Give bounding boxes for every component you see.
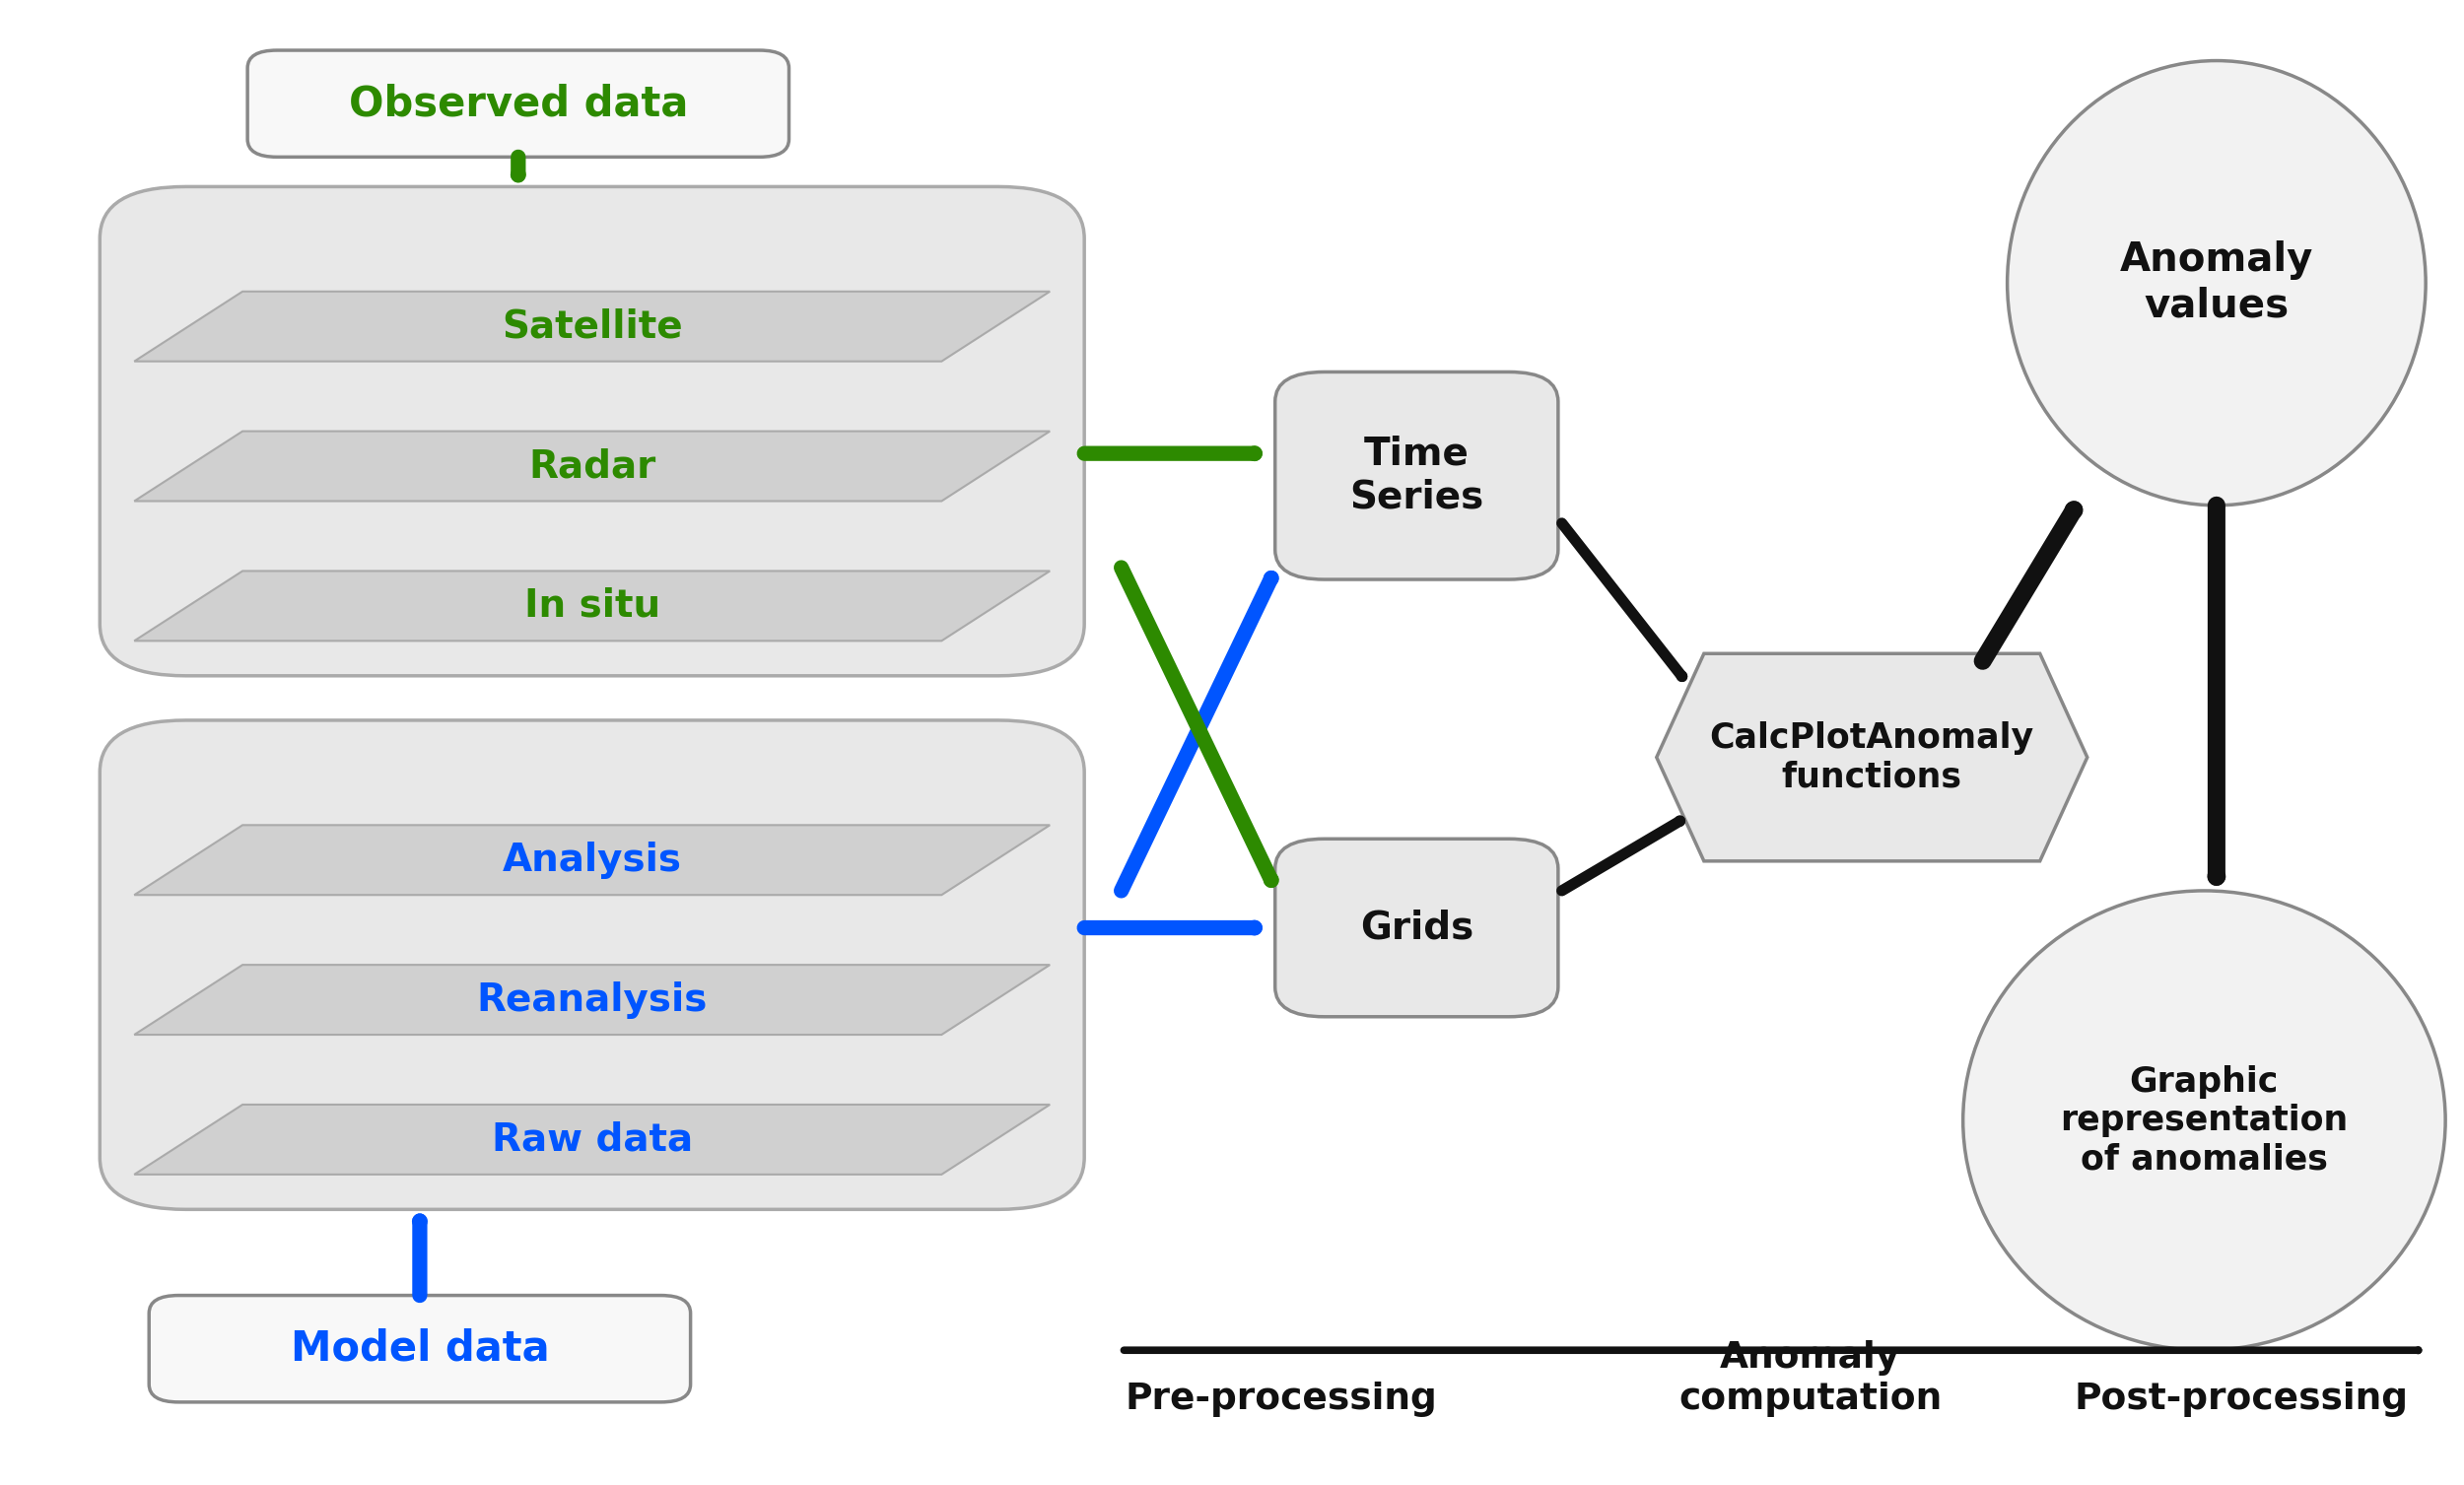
Polygon shape <box>133 291 1050 361</box>
Ellipse shape <box>2008 61 2425 505</box>
Polygon shape <box>1656 653 2087 861</box>
Text: In situ: In situ <box>525 587 660 625</box>
FancyBboxPatch shape <box>1274 839 1557 1017</box>
Polygon shape <box>133 431 1050 500</box>
Polygon shape <box>133 965 1050 1035</box>
Text: Anomaly
computation: Anomaly computation <box>1678 1341 1942 1417</box>
Text: Anomaly
values: Anomaly values <box>2119 241 2314 325</box>
Text: Reanalysis: Reanalysis <box>476 982 707 1019</box>
Text: CalcPlotAnomaly
functions: CalcPlotAnomaly functions <box>1710 722 2035 793</box>
Text: Time
Series: Time Series <box>1350 435 1483 517</box>
Text: Model data: Model data <box>291 1328 549 1369</box>
Text: Grids: Grids <box>1360 909 1473 946</box>
Polygon shape <box>133 570 1050 642</box>
Text: Radar: Radar <box>527 447 655 486</box>
Text: Post-processing: Post-processing <box>2075 1381 2407 1417</box>
FancyBboxPatch shape <box>1274 371 1557 579</box>
FancyBboxPatch shape <box>101 720 1084 1209</box>
Text: Analysis: Analysis <box>503 842 683 879</box>
Polygon shape <box>133 1105 1050 1175</box>
FancyBboxPatch shape <box>246 50 788 157</box>
Text: Raw data: Raw data <box>490 1121 692 1158</box>
Polygon shape <box>133 826 1050 895</box>
FancyBboxPatch shape <box>101 187 1084 676</box>
Ellipse shape <box>1964 891 2444 1350</box>
Text: Pre-processing: Pre-processing <box>1126 1381 1437 1417</box>
Text: Graphic
representation
of anomalies: Graphic representation of anomalies <box>2060 1065 2348 1176</box>
Text: Satellite: Satellite <box>503 307 683 345</box>
FancyBboxPatch shape <box>148 1295 690 1402</box>
Text: Observed data: Observed data <box>347 83 687 125</box>
